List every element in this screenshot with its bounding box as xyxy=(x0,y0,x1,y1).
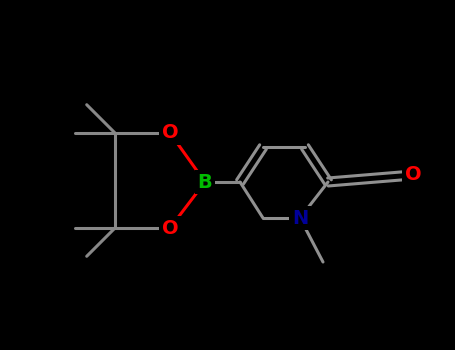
Text: O: O xyxy=(162,124,178,142)
Text: O: O xyxy=(404,166,421,184)
Text: N: N xyxy=(292,209,308,228)
Text: O: O xyxy=(162,218,178,238)
Text: B: B xyxy=(197,173,212,191)
